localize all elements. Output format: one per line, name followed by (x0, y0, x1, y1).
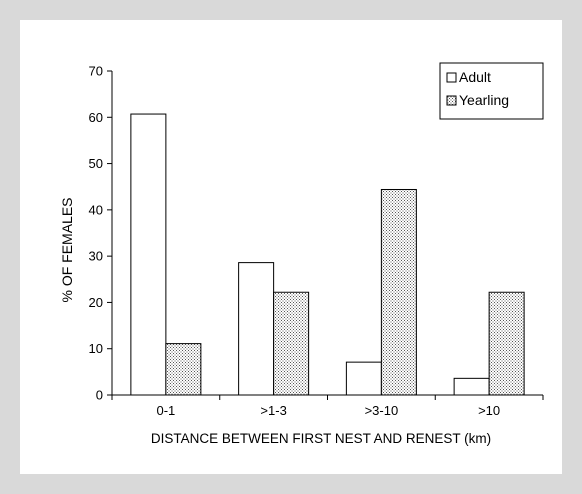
y-tick-label: 50 (89, 156, 103, 171)
bar-yearling-0 (165, 343, 202, 396)
bar-adult-0 (130, 113, 167, 396)
ticks-group: 0 10 20 30 40 50 60 70 0-1 >1-3 >3-10 >10 (89, 64, 544, 418)
bar-yearling-2 (380, 188, 417, 396)
bar-yearling-1 (273, 291, 310, 396)
y-tick-label: 40 (89, 202, 103, 217)
y-tick-label: 30 (89, 249, 103, 264)
y-axis-title: % OF FEMALES (59, 197, 75, 302)
bar-chart: 0 10 20 30 40 50 60 70 0-1 >1-3 >3-10 >10 % OF FEMA… (59, 62, 544, 446)
x-tick-label: >3-10 (365, 403, 399, 418)
y-tick-label: 60 (89, 110, 103, 125)
bar-adult-1 (238, 262, 275, 396)
legend-swatch-yearling (446, 95, 457, 106)
y-tick-label: 10 (89, 341, 103, 356)
bar-adult-3 (453, 377, 490, 396)
legend-box (439, 62, 544, 120)
bar-adult-2 (345, 361, 382, 396)
x-tick-label: >1-3 (260, 403, 286, 418)
bar-yearling-3 (488, 291, 525, 396)
y-tick-label: 0 (96, 388, 103, 403)
legend-swatch-adult (446, 72, 457, 83)
legend-label-yearling: Yearling (459, 92, 509, 108)
chart-panel: 0 10 20 30 40 50 60 70 0-1 >1-3 >3-10 >10 % OF FEMA… (20, 20, 562, 474)
bars-group (130, 113, 525, 396)
x-tick-label: >10 (478, 403, 500, 418)
x-axis-title: DISTANCE BETWEEN FIRST NEST AND RENEST (… (151, 431, 491, 446)
x-tick-label: 0-1 (156, 403, 175, 418)
y-tick-label: 70 (89, 64, 103, 79)
legend: Adult Yearling (439, 62, 544, 120)
y-tick-label: 20 (89, 295, 103, 310)
legend-label-adult: Adult (459, 69, 491, 85)
